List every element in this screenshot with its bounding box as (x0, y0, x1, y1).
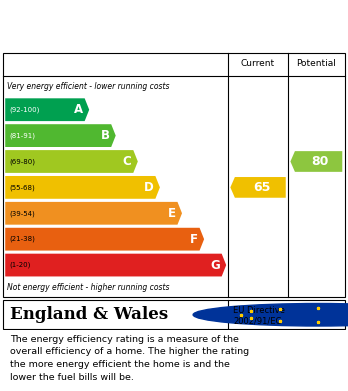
Polygon shape (5, 150, 138, 173)
Polygon shape (5, 98, 89, 121)
Text: Potential: Potential (296, 59, 336, 68)
Text: C: C (123, 155, 132, 168)
Text: F: F (190, 233, 198, 246)
Polygon shape (5, 254, 226, 276)
Text: G: G (210, 258, 220, 272)
Text: (1-20): (1-20) (9, 262, 31, 268)
Polygon shape (5, 202, 182, 225)
Text: EU Directive: EU Directive (233, 305, 285, 315)
Text: (81-91): (81-91) (9, 132, 35, 139)
Text: (69-80): (69-80) (9, 158, 35, 165)
Text: D: D (144, 181, 154, 194)
Text: The energy efficiency rating is a measure of the
overall efficiency of a home. T: The energy efficiency rating is a measur… (10, 335, 250, 382)
Text: B: B (101, 129, 109, 142)
Circle shape (193, 303, 348, 326)
Text: Not energy efficient - higher running costs: Not energy efficient - higher running co… (7, 283, 169, 292)
Polygon shape (290, 151, 342, 172)
Text: A: A (74, 103, 83, 116)
Polygon shape (230, 177, 286, 198)
Text: England & Wales: England & Wales (10, 306, 168, 323)
Text: Current: Current (241, 59, 275, 68)
Text: 80: 80 (311, 155, 329, 168)
Text: (39-54): (39-54) (9, 210, 35, 217)
Polygon shape (5, 228, 204, 251)
Text: (21-38): (21-38) (9, 236, 35, 242)
Polygon shape (5, 176, 160, 199)
Text: 65: 65 (253, 181, 270, 194)
Text: 2002/91/EC: 2002/91/EC (233, 316, 282, 326)
Text: E: E (168, 207, 176, 220)
Text: Very energy efficient - lower running costs: Very energy efficient - lower running co… (7, 82, 169, 91)
Polygon shape (5, 124, 116, 147)
Text: Energy Efficiency Rating: Energy Efficiency Rating (10, 18, 220, 33)
Text: (55-68): (55-68) (9, 184, 35, 191)
Text: (92-100): (92-100) (9, 106, 40, 113)
